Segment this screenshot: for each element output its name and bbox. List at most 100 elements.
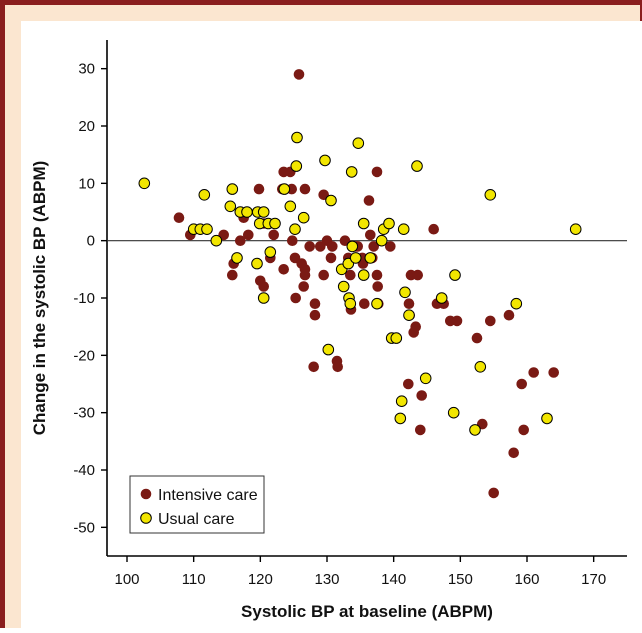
point-usual-care [319, 154, 331, 167]
point-intensive-care [528, 367, 539, 378]
point-usual-care [226, 183, 239, 195]
point-usual-care [375, 234, 388, 247]
point-usual-care [357, 217, 370, 230]
point-usual-care [510, 297, 523, 310]
point-usual-care [278, 183, 291, 195]
point-intensive-care [371, 269, 383, 281]
point-usual-care [138, 177, 151, 190]
x-axis-title: Systolic BP at baseline (ABPM) [241, 602, 493, 621]
y-tick-label: -30 [73, 405, 95, 422]
legend-label-intensive-care: Intensive care [158, 487, 258, 504]
point-usual-care [345, 166, 358, 178]
point-intensive-care [327, 241, 338, 252]
point-usual-care [411, 160, 423, 172]
y-tick-label: 10 [78, 175, 95, 192]
point-intensive-care [332, 361, 344, 373]
point-usual-care [289, 223, 301, 235]
point-intensive-care [299, 269, 311, 281]
point-intensive-care [372, 281, 384, 292]
point-usual-care [198, 189, 211, 201]
x-tick-label: 120 [248, 571, 273, 588]
point-intensive-care [309, 309, 321, 321]
point-usual-care [210, 234, 223, 247]
point-usual-care [257, 206, 270, 218]
point-usual-care [241, 206, 253, 218]
point-intensive-care [243, 229, 254, 241]
y-tick-label: 30 [78, 61, 95, 78]
point-intensive-care [368, 241, 380, 252]
y-tick-label: -20 [73, 347, 95, 364]
point-usual-care [364, 252, 377, 264]
x-tick-label: 160 [514, 571, 539, 588]
point-usual-care [435, 292, 448, 304]
point-intensive-care [268, 229, 279, 241]
point-intensive-care [403, 298, 415, 310]
point-usual-care [349, 252, 362, 264]
point-intensive-care [428, 223, 440, 235]
point-usual-care [337, 280, 350, 293]
point-usual-care [371, 297, 383, 310]
legend-box [129, 475, 265, 534]
point-intensive-care [298, 281, 310, 292]
chart-panel: 30 20 10 0 -10 -20 -30 -40 -50 100 110 120 130 140 150… [21, 21, 642, 633]
point-usual-care [251, 257, 263, 270]
point-intensive-care [309, 298, 321, 310]
legend-marker-intensive-care [140, 488, 152, 500]
y-tick-label: -10 [73, 290, 95, 307]
legend: Intensive care Usual care [129, 475, 265, 534]
point-usual-care [399, 286, 411, 299]
point-usual-care [383, 217, 395, 230]
point-intensive-care [412, 269, 424, 281]
point-usual-care [231, 252, 243, 264]
point-intensive-care [488, 487, 500, 499]
point-intensive-care [508, 447, 519, 459]
point-usual-care [569, 223, 582, 235]
point-usual-care [419, 372, 432, 385]
point-intensive-care [227, 269, 238, 281]
point-intensive-care [385, 241, 396, 252]
point-intensive-care [258, 281, 269, 292]
y-tick-label: 0 [87, 233, 95, 250]
y-axis-title: Change in the systolic BP (ABPM) [30, 161, 49, 436]
point-intensive-care [363, 195, 375, 206]
point-intensive-care [290, 292, 302, 304]
point-intensive-care [287, 235, 298, 246]
point-usual-care [264, 246, 277, 258]
point-usual-care [390, 332, 403, 344]
point-intensive-care [278, 264, 290, 275]
point-intensive-care [485, 315, 496, 327]
point-usual-care [297, 211, 310, 224]
point-usual-care [394, 412, 407, 425]
legend-label-usual-care: Usual care [158, 511, 235, 528]
point-intensive-care [325, 252, 337, 264]
point-usual-care [352, 137, 365, 149]
point-usual-care [395, 395, 408, 408]
point-usual-care [403, 309, 415, 322]
point-intensive-care [403, 378, 414, 390]
point-intensive-care [308, 361, 320, 373]
point-usual-care [346, 240, 359, 253]
y-tick-label: -50 [73, 519, 95, 536]
x-tick-label: 150 [448, 571, 473, 588]
point-intensive-care [416, 390, 428, 401]
point-usual-care [284, 200, 297, 213]
x-tick-label: 130 [314, 571, 339, 588]
x-tick-label: 140 [381, 571, 406, 588]
point-intensive-care [173, 212, 185, 223]
point-intensive-care [345, 269, 356, 281]
point-intensive-care [415, 424, 426, 436]
x-tick-label: 110 [182, 571, 206, 588]
point-usual-care [357, 269, 370, 281]
point-usual-care [484, 189, 497, 201]
point-usual-care [291, 131, 303, 144]
point-intensive-care [451, 315, 463, 327]
point-usual-care [541, 412, 553, 425]
point-intensive-care [318, 269, 330, 281]
point-intensive-care [293, 69, 305, 80]
point-intensive-care [410, 321, 422, 333]
x-tick-label: 170 [581, 571, 606, 588]
point-intensive-care [304, 241, 316, 252]
